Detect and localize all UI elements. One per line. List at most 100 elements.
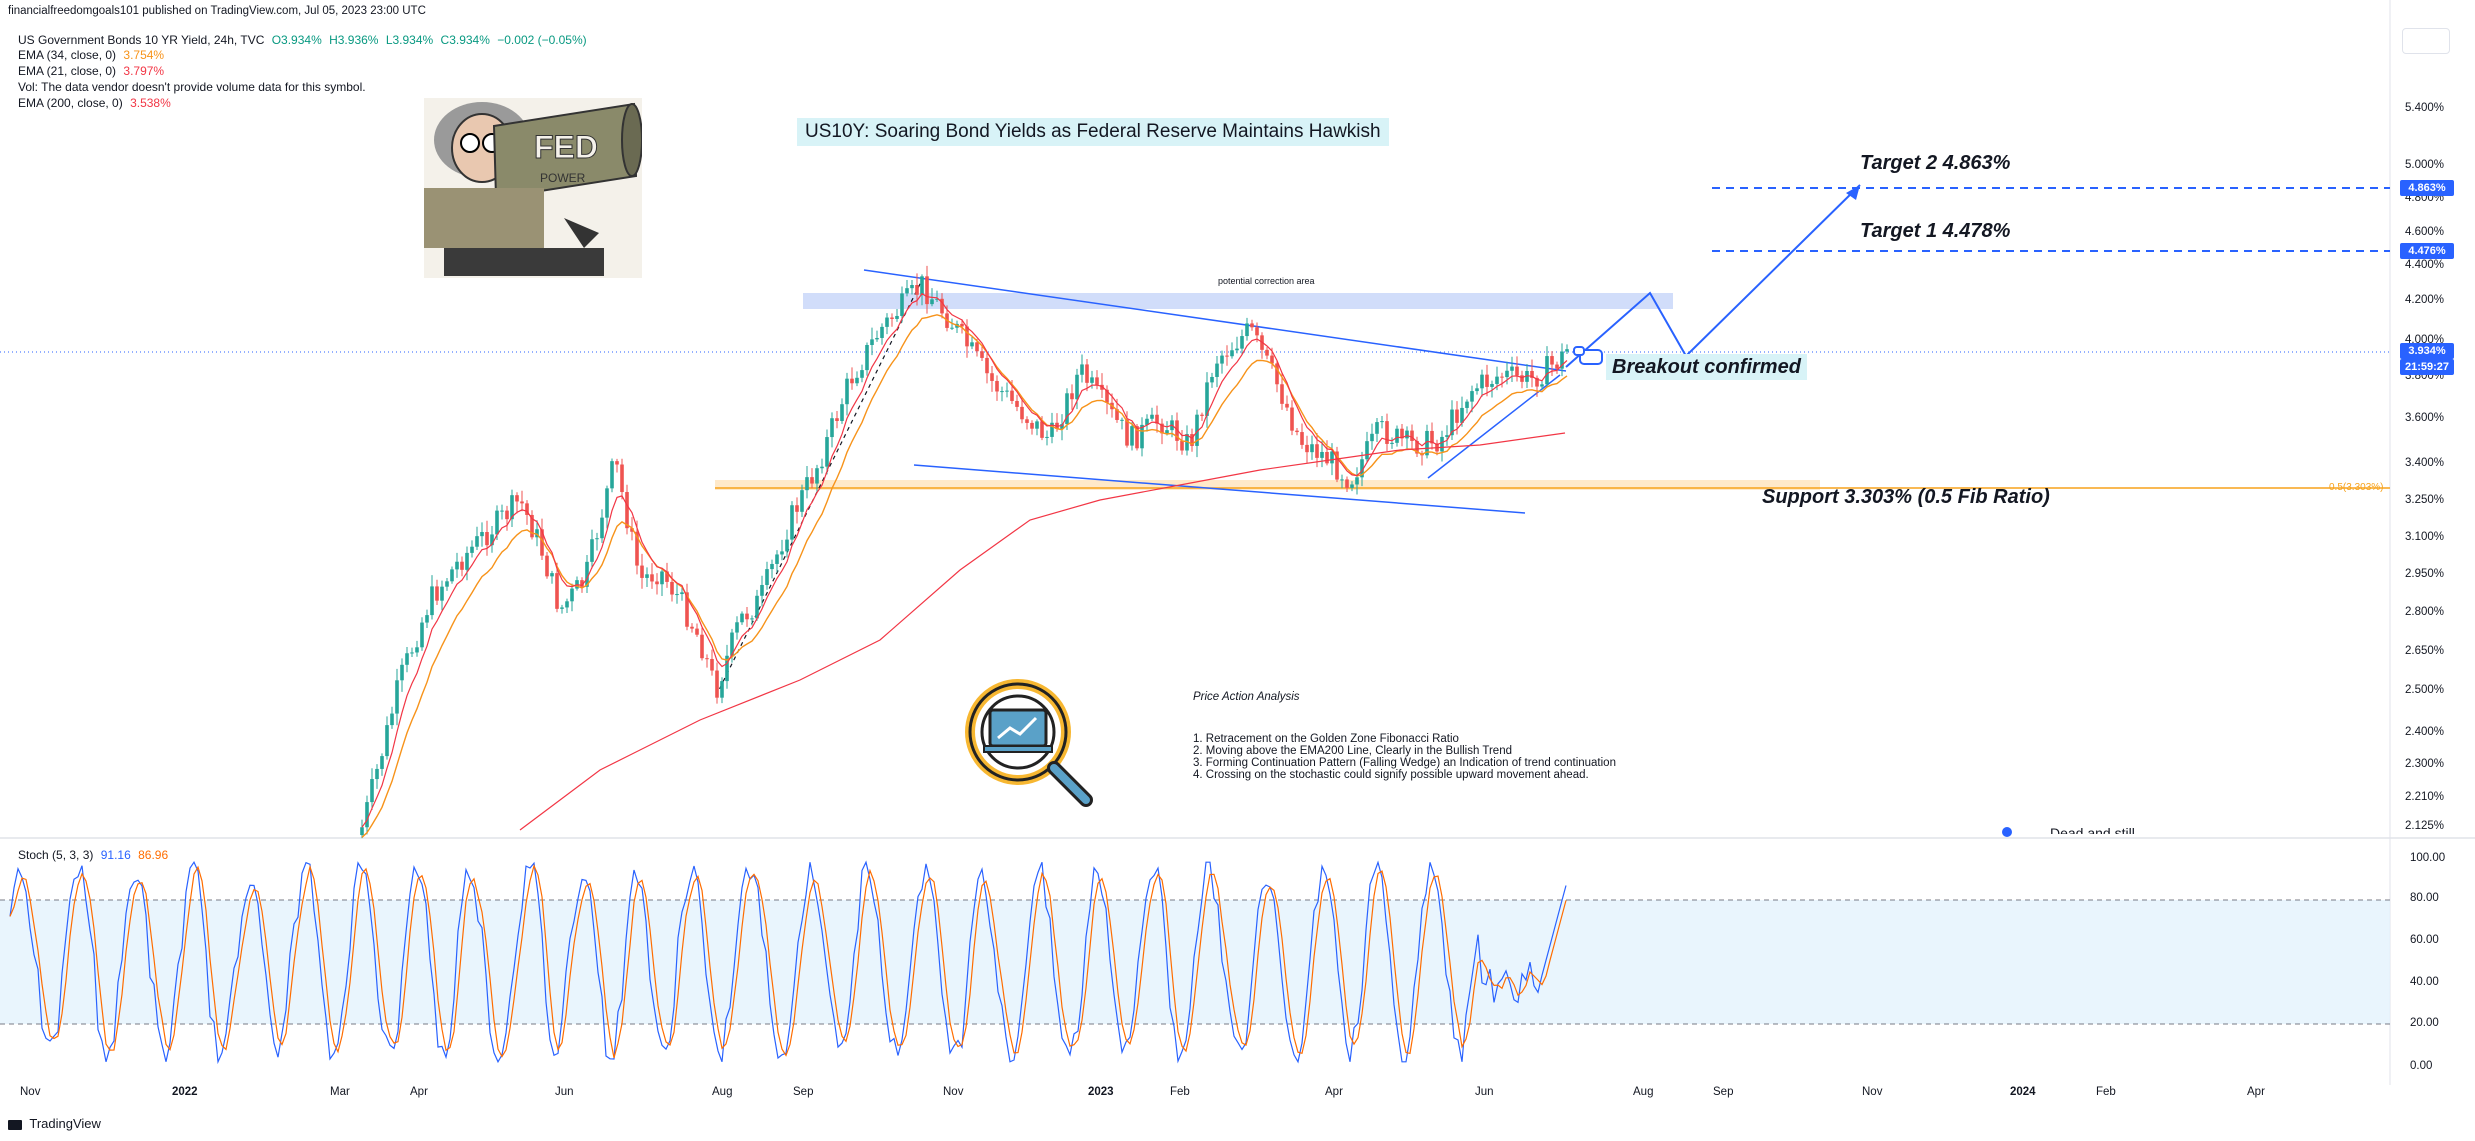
candle-body: [1265, 349, 1269, 356]
candle-body: [830, 418, 834, 438]
candle-body: [520, 501, 524, 504]
candle-body: [1500, 376, 1504, 378]
candle-body: [1515, 366, 1519, 376]
candle-body: [375, 768, 379, 780]
analysis-point-3: 3. Forming Continuation Pattern (Falling…: [1193, 757, 1616, 769]
candle-body: [960, 323, 964, 327]
candle-body: [570, 588, 574, 602]
candle-body: [1290, 407, 1294, 431]
candle-body: [795, 505, 799, 512]
candle-body: [870, 339, 874, 346]
stoch-d-line: [9, 863, 1567, 1059]
candle-body: [1365, 441, 1369, 460]
candle-body: [535, 529, 539, 538]
ema34-legend[interactable]: EMA (34, close, 0) 3.754%: [18, 48, 164, 63]
ema200-legend[interactable]: EMA (200, close, 0) 3.538%: [18, 96, 171, 111]
candle-body: [1505, 370, 1509, 378]
candle-body: [1310, 444, 1314, 453]
candle-body: [1475, 388, 1479, 392]
candle-body: [1010, 390, 1014, 401]
candle-body: [740, 613, 744, 623]
candle-body: [1220, 355, 1224, 364]
candle-body: [1030, 422, 1034, 429]
candle-body: [580, 580, 584, 587]
candle-body: [455, 561, 459, 570]
candle-body: [1105, 389, 1109, 403]
cut-label-dot: [2002, 827, 2012, 837]
stoch-legend[interactable]: Stoch (5, 3, 3) 91.16 86.96: [18, 848, 168, 863]
candle-body: [1175, 420, 1179, 441]
fib-zone: [715, 480, 1820, 490]
breakout-trendline: [1427, 374, 1561, 479]
price-tick-label: 2.650%: [2405, 645, 2445, 657]
ohlc-close: C3.934%: [440, 33, 490, 47]
candle-body: [790, 505, 794, 540]
time-tick-label: Apr: [1325, 1086, 1343, 1098]
candle-body: [530, 514, 534, 538]
time-tick-label: Apr: [2247, 1086, 2265, 1098]
candle-body: [1460, 407, 1464, 423]
candle-body: [495, 510, 499, 535]
candle-body: [605, 488, 609, 518]
candle-body: [765, 569, 769, 585]
candle-body: [1250, 323, 1254, 328]
stoch-tick-label: 60.00: [2410, 934, 2439, 946]
candle-body: [995, 380, 999, 392]
candle-body: [1285, 403, 1289, 408]
candle-body: [820, 466, 824, 469]
candle-body: [800, 490, 804, 512]
stoch-band: [0, 900, 2390, 1024]
candle-body: [1540, 384, 1544, 387]
ema200-label: EMA (200, close, 0): [18, 96, 123, 110]
candle-body: [1270, 355, 1274, 364]
candle-body: [1215, 363, 1219, 377]
candle-body: [360, 827, 364, 835]
price-tick-label: 2.300%: [2405, 758, 2445, 770]
candle-body: [1095, 377, 1099, 385]
target1-price-tag: 4.476%: [2400, 243, 2454, 259]
fib-retracement-diagonal: [715, 279, 923, 697]
candle-body: [1390, 442, 1394, 444]
chart-settings-button[interactable]: [2402, 28, 2450, 54]
stoch-tick-label: 100.00: [2410, 852, 2446, 864]
price-tick-label: 5.400%: [2405, 102, 2445, 114]
candle-body: [880, 326, 884, 338]
symbol-legend[interactable]: US Government Bonds 10 YR Yield, 24h, TV…: [18, 33, 587, 48]
candle-body: [1520, 375, 1524, 382]
candle-body: [1415, 440, 1419, 454]
candle-body: [1450, 409, 1454, 436]
magnifier-chart-icon: [965, 679, 1093, 807]
ohlc-change: −0.002 (−0.05%): [497, 33, 587, 47]
candle-body: [1510, 366, 1514, 371]
candle-body: [1430, 430, 1434, 444]
candle-body: [385, 725, 389, 757]
ema21-line: [361, 292, 1568, 828]
candle-body: [1555, 364, 1559, 369]
candle-body: [810, 477, 814, 484]
candle-body: [990, 373, 994, 381]
candle-body: [480, 532, 484, 537]
candle-body: [770, 563, 774, 570]
fed-subtext: POWER: [540, 171, 586, 185]
ema21-legend[interactable]: EMA (21, close, 0) 3.797%: [18, 64, 164, 79]
tradingview-logo[interactable]: TradingView: [8, 1116, 101, 1131]
candle-body: [655, 581, 659, 585]
candle-body: [1490, 383, 1494, 387]
candle-body: [1545, 356, 1549, 385]
candle-body: [1320, 451, 1324, 458]
candle-body: [565, 601, 569, 608]
publish-line: financialfreedomgoals101 published on Tr…: [8, 5, 426, 17]
candle-body: [1275, 363, 1279, 385]
candle-body: [525, 503, 529, 515]
time-tick-label: 2022: [172, 1086, 198, 1098]
ohlc-open: O3.934%: [271, 33, 322, 47]
candle-body: [1245, 323, 1249, 337]
candle-body: [715, 670, 719, 698]
candle-body: [935, 298, 939, 300]
candle-body: [1330, 451, 1334, 464]
tradingview-brand: TradingView: [29, 1116, 101, 1131]
price-tick-label: 4.400%: [2405, 259, 2445, 271]
candle-body: [1080, 364, 1084, 375]
fed-sign-text: FED: [534, 129, 598, 165]
